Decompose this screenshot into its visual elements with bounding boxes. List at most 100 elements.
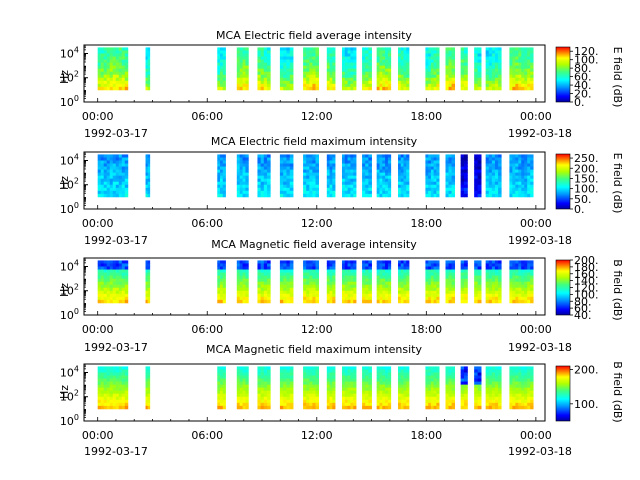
spectrogram-cell <box>451 74 456 79</box>
spectrogram-cell <box>494 375 499 379</box>
spectrogram-cell <box>341 53 346 57</box>
spectrogram-cell <box>312 86 316 91</box>
spectrogram-cell <box>515 47 519 51</box>
spectrogram-cell <box>279 50 284 54</box>
spectrogram-cell <box>436 157 440 161</box>
spectrogram-cell <box>498 284 502 289</box>
spectrogram-cell <box>485 71 490 76</box>
spectrogram-cell <box>365 378 369 382</box>
spectrogram-cell <box>365 50 369 54</box>
spectrogram-cell <box>147 293 151 298</box>
spectrogram-cell <box>425 284 429 289</box>
spectrogram-cell <box>524 384 528 389</box>
spectrogram-cell <box>387 190 392 195</box>
spectrogram-cell <box>521 266 525 270</box>
spectrogram-cell <box>124 405 129 410</box>
spectrogram-cell <box>341 378 346 382</box>
spectrogram-cell <box>279 393 284 398</box>
data-segment <box>303 47 319 91</box>
spectrogram-cell <box>512 378 516 382</box>
spectrogram-cell <box>448 275 452 280</box>
spectrogram-cell <box>257 160 262 164</box>
spectrogram-cell <box>445 175 449 180</box>
spectrogram-cell <box>491 387 496 392</box>
spectrogram-cell <box>387 393 392 398</box>
spectrogram-cell <box>100 71 105 76</box>
spectrogram-cell <box>217 169 221 174</box>
spectrogram-cell <box>344 366 348 370</box>
spectrogram-cell <box>368 163 372 167</box>
spectrogram-cell <box>430 278 435 283</box>
spectrogram-cell <box>217 178 221 183</box>
spectrogram-cell <box>106 86 111 91</box>
spectrogram-cell <box>242 83 246 88</box>
spectrogram-cell <box>236 160 241 164</box>
spectrogram-cell <box>283 178 287 183</box>
spectrogram-cell <box>236 193 241 198</box>
spectrogram-cell <box>145 275 149 280</box>
spectrogram-cell <box>527 184 531 189</box>
spectrogram-cell <box>387 390 392 395</box>
spectrogram-cell <box>306 372 310 376</box>
spectrogram-cell <box>347 287 351 292</box>
spectrogram-cell <box>515 77 519 82</box>
spectrogram-cell <box>112 263 117 267</box>
spectrogram-cell <box>267 281 271 286</box>
spectrogram-cell <box>106 375 111 379</box>
spectrogram-cell <box>309 278 313 283</box>
spectrogram-cell <box>362 396 366 401</box>
spectrogram-cell <box>512 187 516 192</box>
spectrogram-cell <box>309 175 313 180</box>
spectrogram-cell <box>97 178 102 183</box>
spectrogram-cell <box>433 80 437 85</box>
spectrogram-cell <box>289 187 294 192</box>
spectrogram-cell <box>106 263 111 267</box>
spectrogram-cell <box>350 405 354 410</box>
spectrogram-cell <box>400 399 404 404</box>
spectrogram-cell <box>460 83 465 88</box>
spectrogram-cell <box>220 402 224 407</box>
spectrogram-cell <box>315 181 319 186</box>
spectrogram-cell <box>436 86 440 91</box>
spectrogram-cell <box>464 163 468 167</box>
spectrogram-cell <box>362 278 366 283</box>
spectrogram-cell <box>451 287 456 292</box>
spectrogram-cell <box>433 175 437 180</box>
spectrogram-cell <box>448 77 452 82</box>
spectrogram-cell <box>217 393 221 398</box>
spectrogram-cell <box>428 160 432 164</box>
spectrogram-cell <box>521 405 525 410</box>
spectrogram-cell <box>312 184 316 189</box>
spectrogram-cell <box>498 375 502 379</box>
spectrogram-cell <box>147 184 151 189</box>
spectrogram-cell <box>451 293 456 298</box>
spectrogram-cell <box>309 366 313 370</box>
spectrogram-cell <box>382 272 386 276</box>
spectrogram-cell <box>303 393 307 398</box>
spectrogram-cell <box>106 74 111 79</box>
spectrogram-cell <box>222 166 226 170</box>
spectrogram-cell <box>428 56 432 60</box>
spectrogram-cell <box>239 190 243 195</box>
spectrogram-cell <box>347 372 351 376</box>
spectrogram-cell <box>347 275 351 280</box>
spectrogram-cell <box>309 154 313 158</box>
spectrogram-cell <box>398 166 402 170</box>
spectrogram-cell <box>115 287 120 292</box>
spectrogram-cell <box>448 154 452 158</box>
spectrogram-cell <box>445 86 449 91</box>
spectrogram-cell <box>521 284 525 289</box>
spectrogram-cell <box>260 178 265 183</box>
spectrogram-cell <box>362 71 366 76</box>
spectrogram-cell <box>112 86 117 91</box>
spectrogram-cell <box>332 299 336 304</box>
spectrogram-cell <box>260 74 265 79</box>
spectrogram-cell <box>406 157 410 161</box>
spectrogram-cell <box>521 50 525 54</box>
spectrogram-cell <box>147 187 151 192</box>
spectrogram-cell <box>326 80 330 85</box>
spectrogram-cell <box>239 80 243 85</box>
spectrogram-cell <box>445 190 449 195</box>
spectrogram-cell <box>341 157 346 161</box>
spectrogram-cell <box>112 59 117 63</box>
